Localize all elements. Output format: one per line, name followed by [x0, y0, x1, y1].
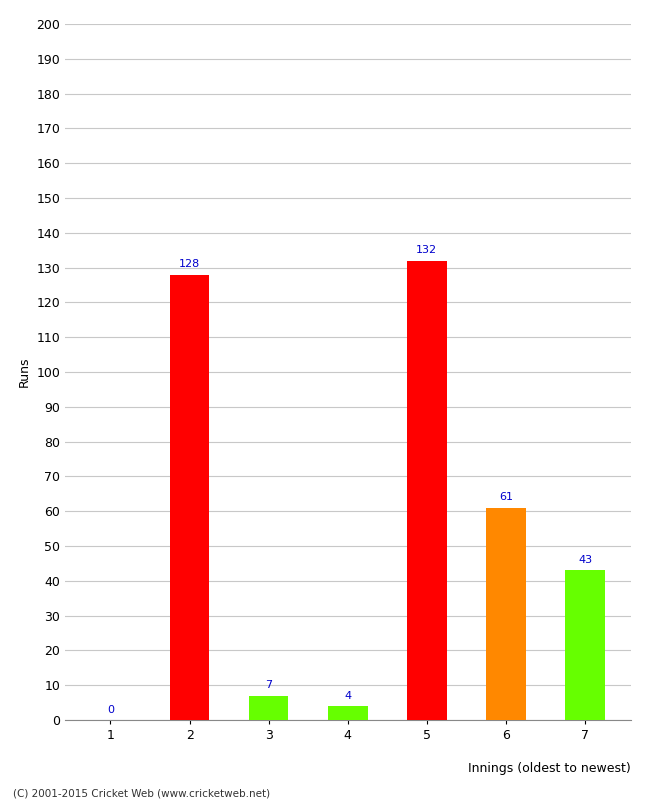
- Text: 132: 132: [416, 246, 437, 255]
- Bar: [170, 274, 209, 720]
- Bar: [566, 570, 604, 720]
- Bar: [249, 696, 289, 720]
- Text: 128: 128: [179, 259, 200, 270]
- Text: Innings (oldest to newest): Innings (oldest to newest): [468, 762, 630, 774]
- Bar: [328, 706, 367, 720]
- Y-axis label: Runs: Runs: [18, 357, 31, 387]
- Bar: [407, 261, 447, 720]
- Text: 43: 43: [578, 555, 592, 565]
- Text: 0: 0: [107, 705, 114, 714]
- Text: (C) 2001-2015 Cricket Web (www.cricketweb.net): (C) 2001-2015 Cricket Web (www.cricketwe…: [13, 788, 270, 798]
- Text: 61: 61: [499, 493, 513, 502]
- Text: 4: 4: [344, 691, 351, 701]
- Bar: [486, 508, 526, 720]
- Text: 7: 7: [265, 681, 272, 690]
